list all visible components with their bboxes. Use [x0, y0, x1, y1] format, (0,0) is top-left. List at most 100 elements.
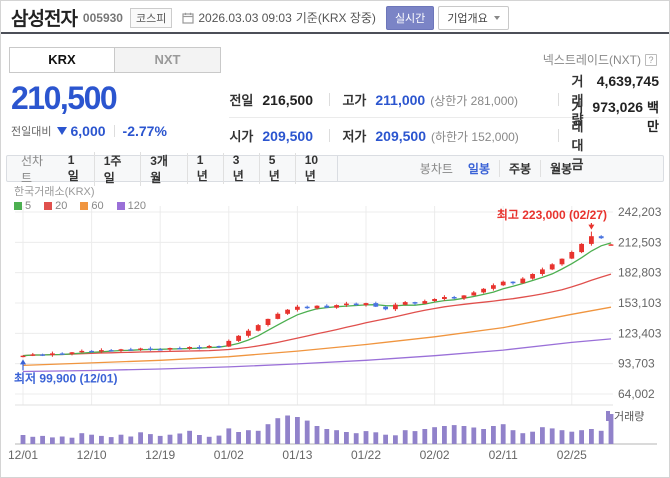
period-10year[interactable]: 10년 [294, 153, 337, 184]
quote-section: 210,500 전일대비 6,000 -2.77% 전일 216,500 고가 … [1, 73, 669, 172]
stock-code: 005930 [82, 10, 123, 25]
column-divider [329, 128, 331, 142]
candle-chart-label: 봉차트 [419, 162, 453, 176]
ma20-line [22, 273, 612, 357]
svg-text:64,002: 64,002 [618, 387, 655, 401]
ma120-label: 120 [127, 200, 146, 212]
ma20-swatch-icon [44, 202, 53, 210]
volume-swatch-icon [606, 411, 610, 421]
company-overview-label: 기업개요 [447, 12, 488, 25]
svg-text:123,403: 123,403 [618, 326, 662, 340]
tab-krx[interactable]: KRX [9, 47, 115, 73]
column-divider [558, 128, 560, 142]
candle-weekly[interactable]: 주봉 [499, 160, 540, 177]
stock-name: 삼성전자 [11, 9, 78, 30]
quote-datetime: 2026.03.03 09:03 [198, 10, 292, 25]
line-chart-group: 선차트 1일 1주일 3개월 1년 3년 5년 10년 [7, 151, 337, 186]
candle-chart-group: 봉차트 일봉 주봉 월봉 [338, 160, 663, 177]
help-icon[interactable]: ? [645, 53, 657, 66]
candle-daily[interactable]: 일봉 [467, 162, 491, 176]
company-overview-button[interactable]: 기업개요 [438, 5, 509, 30]
change-value: 6,000 [70, 122, 106, 139]
low-value: 209,500 [375, 127, 426, 144]
candle-monthly[interactable]: 월봉 [540, 160, 581, 177]
period-1week[interactable]: 1주일 [93, 151, 141, 186]
period-1day[interactable]: 1일 [67, 153, 79, 183]
ma5-line [22, 242, 612, 357]
stock-chart[interactable]: 한국거래소(KRX) 5 20 60 120 242,203 212,503 182… [1, 182, 669, 477]
svg-text:02/11: 02/11 [489, 448, 518, 462]
column-divider [329, 93, 331, 106]
high-value: 211,000 [375, 92, 426, 108]
svg-text:12/10: 12/10 [77, 448, 107, 462]
quote-basis: 기준(KRX 장중) [295, 11, 376, 25]
current-price: 210,500 [11, 80, 118, 116]
price-change-row: 전일대비 6,000 -2.77% [11, 123, 229, 139]
lower-limit-text: (하한가 152,000) [430, 129, 519, 144]
ma120-line [22, 338, 612, 373]
price-block: 210,500 전일대비 6,000 -2.77% [11, 80, 229, 153]
low-label: 저가 [342, 128, 367, 144]
quote-timestamp: 2026.03.03 09:03 기준(KRX 장중) [182, 9, 376, 26]
chart-grid [15, 206, 657, 445]
page-header: 삼성전자 005930 코스피 2026.03.03 09:03 기준(KRX … [1, 1, 669, 32]
upper-limit-text: (상한가 281,000) [430, 94, 519, 108]
volume-value: 4,639,745 [596, 73, 659, 89]
ma5-swatch-icon [14, 202, 22, 210]
exchange-label: 한국거래소(KRX) [14, 186, 95, 198]
volume-bars [20, 414, 614, 444]
candlestick-chart-svg: 242,203 212,503 182,803 153,103 123,403 93,70… [8, 205, 662, 462]
ma-legend: 5 20 60 120 [14, 200, 159, 212]
svg-text:242,203: 242,203 [618, 205, 662, 219]
summary-row-1: 전일 216,500 고가 211,000 (상한가 281,000) 거래량 … [229, 73, 659, 127]
summary-row-2: 시가 209,500 저가 209,500 (하한가 152,000) 거래대금… [229, 99, 659, 172]
header-divider [1, 32, 669, 34]
svg-text:93,703: 93,703 [618, 357, 655, 371]
high-annotation: 최고 223,000 (02/27) [497, 207, 607, 222]
axis-labels: 242,203 212,503 182,803 153,103 123,403 93,70… [8, 205, 662, 462]
nextrade-link[interactable]: 넥스트레이드(NXT) ? [543, 51, 657, 68]
market-badge: 코스피 [129, 7, 173, 28]
open-value: 209,500 [262, 127, 313, 144]
trade-value-value: 973,026 [592, 99, 644, 115]
svg-text:01/13: 01/13 [282, 448, 312, 462]
ma20-label: 20 [55, 200, 68, 212]
change-separator [113, 124, 115, 137]
tab-nxt[interactable]: NXT [115, 47, 221, 73]
ma5-label: 5 [25, 200, 32, 212]
chart-legend: 한국거래소(KRX) 5 20 60 120 [14, 186, 159, 212]
open-label: 시가 [229, 128, 254, 144]
change-label: 전일대비 [11, 125, 52, 138]
calendar-icon [182, 12, 194, 24]
high-label: 고가 [342, 93, 367, 108]
period-3month[interactable]: 3개월 [140, 151, 187, 186]
period-1year[interactable]: 1년 [186, 153, 223, 184]
period-5year[interactable]: 5년 [258, 153, 295, 184]
svg-text:01/02: 01/02 [214, 448, 244, 462]
svg-text:01/22: 01/22 [351, 448, 381, 462]
low-annotation: 최저 99,900 (12/01) [14, 370, 117, 385]
volume-label: 거래량 [571, 74, 584, 127]
nextrade-link-label: 넥스트레이드(NXT) [542, 53, 641, 67]
caret-down-icon [493, 15, 500, 20]
ma120-swatch-icon [116, 202, 125, 210]
toolbar-divider [337, 155, 338, 182]
low-arrow-icon [20, 359, 26, 365]
trade-value-label: 거래대금 [571, 100, 584, 172]
realtime-button[interactable]: 실시간 [385, 5, 435, 30]
svg-text:12/01: 12/01 [8, 448, 38, 462]
svg-text:02/25: 02/25 [557, 448, 587, 462]
chart-annotations: 최고 223,000 (02/27) 최저 99,900 (12/01) [14, 207, 607, 385]
candlesticks [20, 231, 614, 358]
prev-close-value: 216,500 [262, 92, 313, 108]
exchange-tabs: KRX NXT 넥스트레이드(NXT) ? [1, 34, 669, 73]
period-3year[interactable]: 3년 [222, 153, 259, 184]
down-arrow-icon [57, 126, 68, 135]
svg-text:153,103: 153,103 [618, 296, 662, 310]
ma60-label: 60 [91, 200, 104, 212]
trade-value-unit: 백만 [647, 100, 659, 134]
summary-table: 전일 216,500 고가 211,000 (상한가 281,000) 거래량 … [229, 73, 659, 172]
svg-text:02/02: 02/02 [420, 448, 450, 462]
line-chart-label: 선차트 [21, 153, 44, 185]
